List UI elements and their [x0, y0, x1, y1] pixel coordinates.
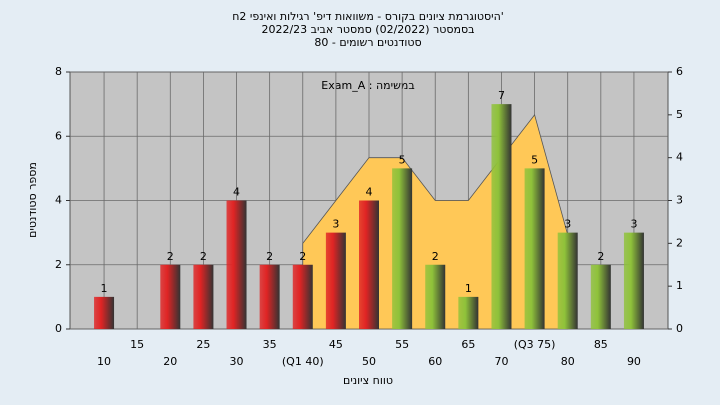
bar — [590, 264, 611, 329]
bar — [458, 296, 479, 329]
x-tick-label: (Q1 40) — [282, 355, 324, 368]
bar — [425, 264, 446, 329]
data-label: 1 — [101, 282, 108, 295]
x-tick-label: 45 — [329, 338, 343, 351]
data-label: 3 — [564, 218, 571, 231]
y-tick-label: 8 — [55, 65, 62, 78]
y-tick-label: 2 — [55, 258, 62, 271]
bar — [359, 200, 379, 329]
bar — [524, 168, 545, 329]
bar — [557, 232, 578, 329]
x-tick-label: 20 — [163, 355, 177, 368]
x-tick-label: 30 — [230, 355, 244, 368]
bar — [392, 168, 413, 329]
y2-tick-label: 0 — [676, 322, 683, 335]
data-label: 2 — [299, 250, 306, 263]
data-label: 2 — [432, 250, 439, 263]
x-tick-label: 80 — [561, 355, 575, 368]
y-axis-label: מספר סטודנטים — [26, 162, 39, 238]
x-tick-label: 85 — [594, 338, 608, 351]
x-tick-label: 60 — [428, 355, 442, 368]
x-tick-label: 55 — [395, 338, 409, 351]
y-tick-label: 0 — [55, 322, 62, 335]
y-tick-label: 6 — [55, 129, 62, 142]
bar — [292, 264, 313, 329]
bar — [491, 104, 512, 329]
data-label: 2 — [597, 250, 604, 263]
y2-tick-label: 2 — [676, 236, 683, 249]
data-label: 5 — [399, 153, 406, 166]
annotation: במשימה : Exam_A — [321, 79, 414, 92]
x-tick-label: 65 — [461, 338, 475, 351]
data-label: 2 — [266, 250, 273, 263]
x-tick-label: 25 — [196, 338, 210, 351]
bar — [259, 264, 280, 329]
y2-tick-label: 1 — [676, 279, 683, 292]
y2-tick-label: 6 — [676, 65, 683, 78]
x-axis-label: טווח ציונים — [343, 374, 393, 387]
data-label: 5 — [531, 153, 538, 166]
data-label: 4 — [233, 186, 240, 199]
chart-title: סטודנטים רשומים - 80 — [314, 36, 421, 49]
chart-title: בסמסטר (02/2022) סמסטר אביב 2022/23 — [261, 23, 474, 36]
x-tick-label: 10 — [97, 355, 111, 368]
data-label: 2 — [167, 250, 174, 263]
bar — [193, 264, 214, 329]
x-tick-label: 15 — [130, 338, 144, 351]
y2-tick-label: 4 — [676, 151, 683, 164]
data-label: 4 — [366, 186, 373, 199]
x-tick-label: 35 — [263, 338, 277, 351]
bar — [226, 200, 247, 329]
y2-tick-label: 3 — [676, 194, 683, 207]
bar — [94, 296, 115, 329]
x-tick-label: (Q3 75) — [514, 338, 556, 351]
data-label: 7 — [498, 89, 505, 102]
bar — [623, 232, 644, 329]
data-label: 1 — [465, 282, 472, 295]
bar — [160, 264, 181, 329]
chart-title: 'היסטוגרמת ציונים בקורס - משוואות דיפ' ר… — [232, 10, 504, 23]
data-label: 2 — [200, 250, 207, 263]
data-label: 3 — [332, 218, 339, 231]
y2-tick-label: 5 — [676, 108, 683, 121]
y-tick-label: 4 — [55, 194, 62, 207]
data-label: 3 — [630, 218, 637, 231]
x-tick-label: 50 — [362, 355, 376, 368]
x-tick-label: 90 — [627, 355, 641, 368]
bar — [325, 232, 346, 329]
x-tick-label: 70 — [494, 355, 508, 368]
